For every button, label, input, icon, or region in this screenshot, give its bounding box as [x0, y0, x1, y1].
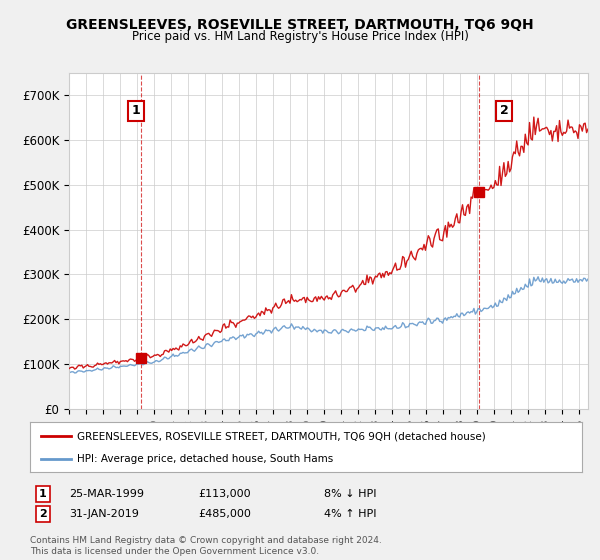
- Text: £113,000: £113,000: [198, 489, 251, 499]
- Text: 8% ↓ HPI: 8% ↓ HPI: [324, 489, 377, 499]
- Text: 1: 1: [131, 104, 140, 118]
- Text: 25-MAR-1999: 25-MAR-1999: [69, 489, 144, 499]
- Text: 2: 2: [500, 104, 509, 118]
- Text: 1: 1: [39, 489, 47, 499]
- Text: 4% ↑ HPI: 4% ↑ HPI: [324, 509, 377, 519]
- Text: HPI: Average price, detached house, South Hams: HPI: Average price, detached house, Sout…: [77, 454, 333, 464]
- Text: GREENSLEEVES, ROSEVILLE STREET, DARTMOUTH, TQ6 9QH (detached house): GREENSLEEVES, ROSEVILLE STREET, DARTMOUT…: [77, 431, 485, 441]
- Text: Contains HM Land Registry data © Crown copyright and database right 2024.
This d: Contains HM Land Registry data © Crown c…: [30, 536, 382, 556]
- Text: 31-JAN-2019: 31-JAN-2019: [69, 509, 139, 519]
- Text: 2: 2: [39, 509, 47, 519]
- Text: Price paid vs. HM Land Registry's House Price Index (HPI): Price paid vs. HM Land Registry's House …: [131, 30, 469, 43]
- Text: GREENSLEEVES, ROSEVILLE STREET, DARTMOUTH, TQ6 9QH: GREENSLEEVES, ROSEVILLE STREET, DARTMOUT…: [66, 18, 534, 32]
- Text: £485,000: £485,000: [198, 509, 251, 519]
